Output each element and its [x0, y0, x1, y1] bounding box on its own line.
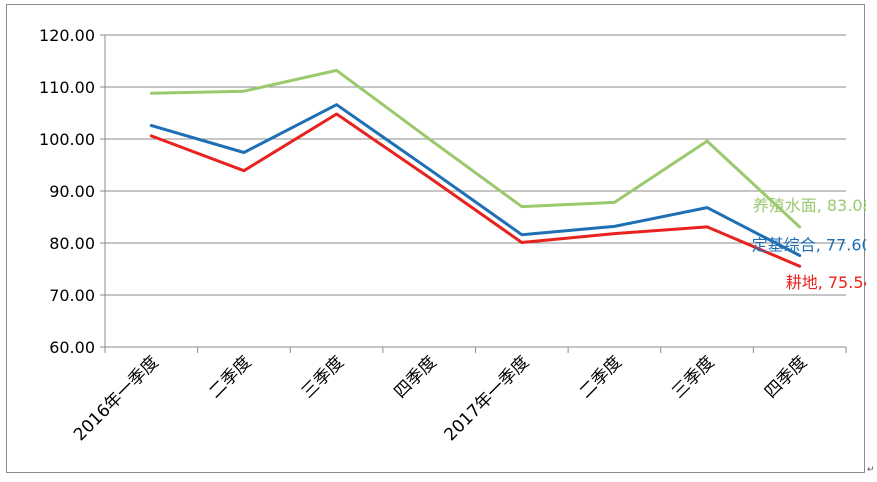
y-axis-ticks: 60.00 70.00 80.00 90.00 100.00 110.00 120.00 — [39, 26, 95, 357]
x-tick-label: 二季度 — [205, 352, 255, 402]
x-tick-label: 四季度 — [391, 352, 441, 402]
chart-frame: 60.00 70.00 80.00 90.00 100.00 110.00 120.00 2… — [6, 4, 866, 473]
x-tick-label: 二季度 — [576, 352, 626, 402]
x-tick-label: 三季度 — [668, 352, 718, 402]
corner-mark: ↵ — [867, 465, 875, 475]
series-data-label: 耕地, 75.54 — [786, 273, 866, 292]
y-tick-label: 60.00 — [49, 338, 95, 357]
series-data-labels: 养殖水面, 83.08 定基综合, 77.60 耕地, 75.54 — [752, 196, 866, 292]
x-tick-label: 2017年一季度 — [441, 352, 534, 445]
y-tick-label: 100.00 — [39, 130, 95, 149]
y-tick-label: 110.00 — [39, 78, 95, 97]
y-tick-label: 70.00 — [49, 286, 95, 305]
series-data-label: 定基综合, 77.60 — [752, 235, 866, 254]
series-line — [149, 68, 802, 229]
y-tick-label: 120.00 — [39, 26, 95, 45]
x-tick-label: 三季度 — [298, 352, 348, 402]
series-data-label: 养殖水面, 83.08 — [753, 196, 866, 215]
gridlines — [105, 34, 846, 296]
x-axis-ticks: 2016年一季度 二季度 三季度 四季度 2017年一季度 二季度 三季度 四季度 — [70, 352, 811, 445]
series-line — [149, 103, 802, 257]
x-tick-label: 2016年一季度 — [70, 352, 163, 445]
series-line — [149, 112, 802, 268]
y-tick-label: 80.00 — [49, 234, 95, 253]
y-tick-label: 90.00 — [49, 182, 95, 201]
x-tick-label: 四季度 — [761, 352, 811, 402]
line-chart: 60.00 70.00 80.00 90.00 100.00 110.00 120.00 2… — [39, 26, 866, 445]
series-lines — [149, 68, 802, 268]
axes — [100, 34, 847, 353]
